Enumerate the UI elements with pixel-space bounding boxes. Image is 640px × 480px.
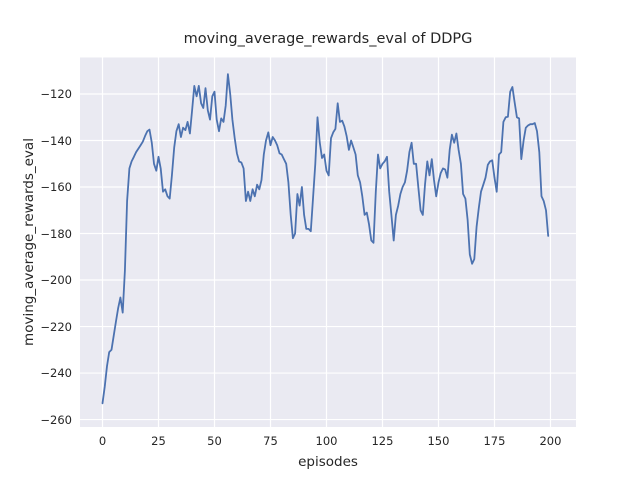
y-tick-label: −200 <box>40 273 72 288</box>
x-tick-label: 50 <box>207 434 222 448</box>
y-axis-label-text: moving_average_rewards_eval <box>21 138 37 346</box>
series-line <box>101 73 550 405</box>
y-tick-label: −140 <box>40 133 72 148</box>
x-tick-label: 175 <box>483 434 506 448</box>
plot-area <box>80 57 576 427</box>
x-tick-label: 125 <box>371 434 394 448</box>
x-tick-label: 75 <box>263 434 278 448</box>
y-tick-label: −180 <box>40 226 72 241</box>
x-tick-label: 0 <box>98 434 107 448</box>
y-tick-label: −160 <box>40 180 72 195</box>
x-tick-label: 200 <box>539 434 562 448</box>
x-tick-label: 25 <box>151 434 166 448</box>
y-tick-label: −120 <box>40 87 72 101</box>
x-tick-label: 150 <box>427 434 450 448</box>
y-tick-label: −220 <box>40 319 72 334</box>
chart-title: moving_average_rewards_eval of DDPG <box>183 31 473 47</box>
y-tick-label: −240 <box>40 366 72 381</box>
x-tick-label: 100 <box>315 434 338 448</box>
x-axis-label: episodes <box>298 454 358 470</box>
y-tick-label: −260 <box>40 412 72 427</box>
